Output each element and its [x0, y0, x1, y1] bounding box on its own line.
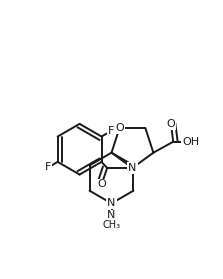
Text: OH: OH [182, 137, 199, 147]
Text: O: O [167, 119, 175, 129]
Text: O: O [115, 123, 124, 133]
Text: F: F [108, 126, 114, 136]
Text: O: O [97, 179, 106, 189]
Text: N: N [107, 198, 116, 208]
Text: CH₃: CH₃ [102, 220, 121, 230]
Text: N: N [107, 210, 116, 220]
Text: F: F [45, 162, 51, 172]
Text: N: N [128, 163, 137, 173]
